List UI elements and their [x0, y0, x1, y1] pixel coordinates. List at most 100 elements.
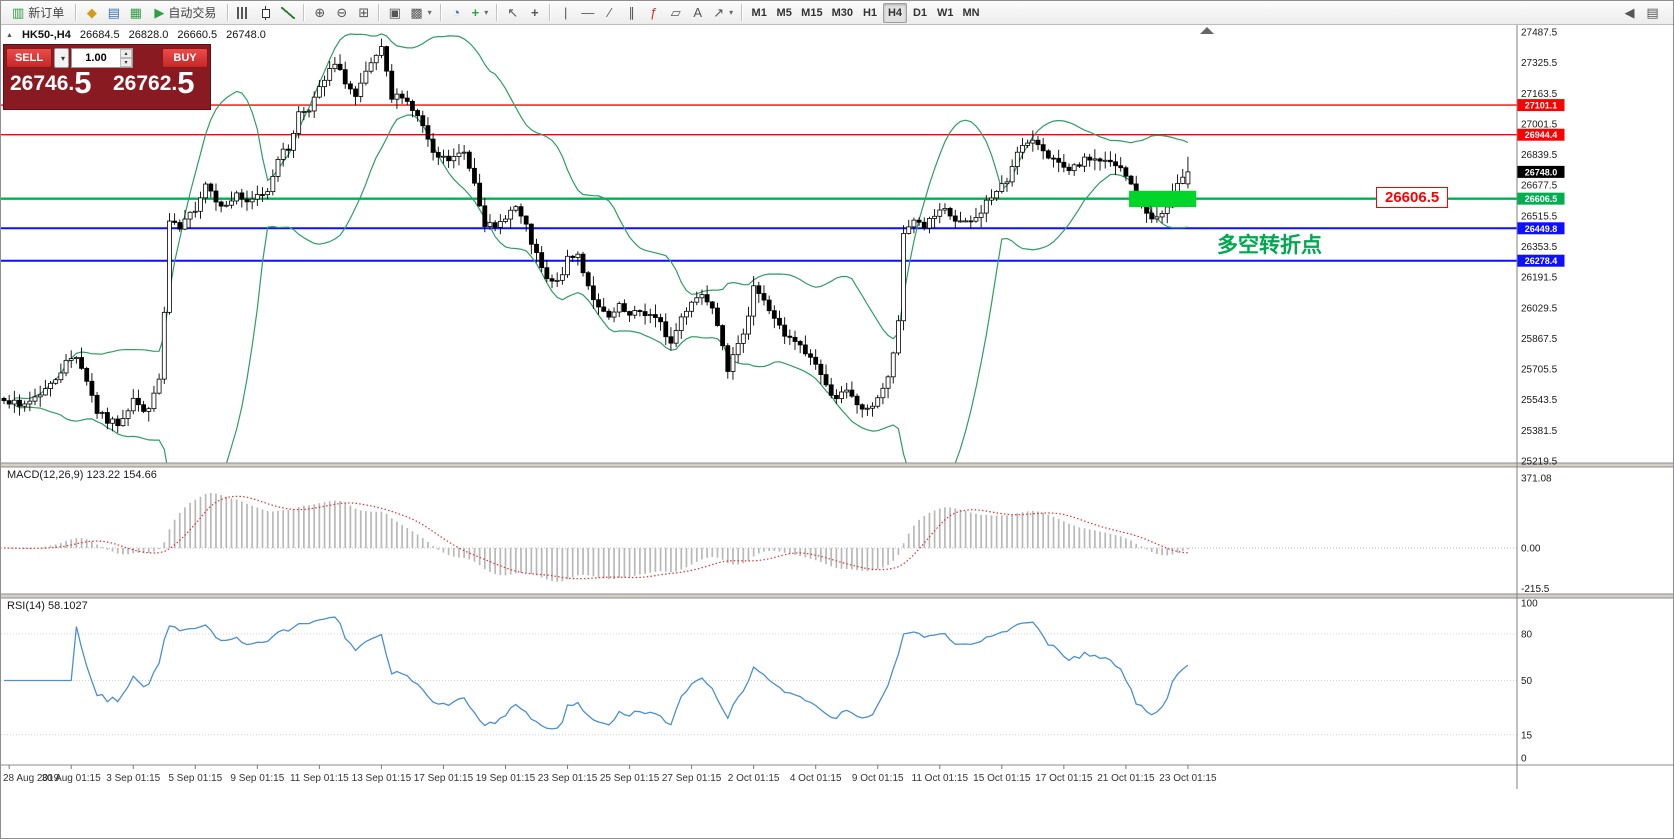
fibonacci-tool-button[interactable]: ƒ	[643, 3, 664, 23]
cascade-windows-icon: ▩	[410, 5, 423, 20]
high-value: 26828.0	[128, 29, 169, 41]
chart-shift-marker-icon[interactable]	[1200, 27, 1214, 34]
tab-timeframe-h4[interactable]: H4	[882, 2, 907, 23]
sell-price-main: 26746.	[10, 72, 75, 95]
svg-text:80: 80	[1521, 630, 1533, 641]
svg-text:28 Aug 2019: 28 Aug 2019	[3, 773, 60, 784]
tab-timeframe-w1[interactable]: W1	[933, 3, 958, 23]
separator	[549, 4, 552, 21]
separator	[75, 4, 78, 21]
svg-text:27325.5: 27325.5	[1521, 58, 1558, 69]
svg-text:9 Oct 01:15: 9 Oct 01:15	[852, 773, 904, 784]
indicators-icon: +	[471, 5, 480, 20]
tab-timeframe-m15[interactable]: M15	[797, 3, 826, 23]
turning-point-note[interactable]: 多空转折点	[1217, 234, 1322, 257]
tab-timeframe-h1[interactable]: H1	[858, 3, 882, 23]
svg-text:25381.5: 25381.5	[1521, 426, 1558, 437]
shapes-tool-button[interactable]: ▱	[665, 3, 686, 23]
macd-panel	[1, 492, 1517, 582]
rsi-line	[4, 616, 1189, 730]
svg-text:25705.5: 25705.5	[1521, 365, 1558, 376]
horizontal-line-tool-button[interactable]: —	[577, 3, 598, 23]
cascade-windows-button[interactable]: ▩ ▾	[406, 3, 435, 23]
cursor-tool-button[interactable]: ↖	[502, 3, 523, 23]
line-chart-icon	[281, 6, 296, 19]
arrow-marker-icon[interactable]: ↓	[1147, 201, 1154, 216]
trendline-tool-button[interactable]: ∕	[599, 3, 620, 23]
arrows-tool-button[interactable]: ↗ ▾	[709, 3, 737, 23]
line-chart-button[interactable]	[277, 3, 299, 23]
tab-timeframe-m1[interactable]: M1	[747, 3, 771, 23]
volume-decrease-button[interactable]: ▾	[120, 58, 132, 67]
tile-windows-button[interactable]: ▣	[384, 3, 405, 23]
low-value: 26660.5	[177, 29, 218, 41]
price-callout-label[interactable]: 26606.5	[1376, 187, 1449, 208]
tab-timeframe-m30[interactable]: M30	[828, 3, 857, 23]
main-chart-layer[interactable]	[1, 33, 1517, 522]
price-axis[interactable]: 27487.5 27325.5 27163.5 27001.5 26839.5 26677…	[1517, 28, 1565, 765]
svg-text:26839.5: 26839.5	[1521, 150, 1558, 161]
svg-text:19 Sep 01:15: 19 Sep 01:15	[476, 773, 536, 784]
rsi-panel	[1, 616, 1517, 736]
zoom-out-button[interactable]: ⊖	[331, 3, 352, 23]
tab-timeframe-mn[interactable]: MN	[958, 3, 983, 23]
auto-trading-button[interactable]: ▶ 自动交易	[147, 3, 223, 23]
crosshair-icon: +	[530, 5, 539, 20]
fibonacci-icon: ƒ	[650, 5, 658, 20]
terminal-icon: ▦	[129, 5, 142, 20]
svg-text:-215.5: -215.5	[1521, 584, 1550, 595]
svg-text:25867.5: 25867.5	[1521, 334, 1558, 345]
arrow-tool-icon: ↗	[713, 5, 725, 20]
candlestick-chart-button[interactable]	[255, 3, 276, 23]
channel-tool-button[interactable]: ∥	[621, 3, 642, 23]
horizontal-line-icon: —	[581, 5, 595, 20]
bar-chart-button[interactable]	[233, 3, 254, 23]
vertical-line-tool-button[interactable]: |	[555, 3, 576, 23]
symbol-label: HK50-,H4	[21, 29, 71, 41]
bollinger-lower-band[interactable]	[14, 114, 1188, 521]
sell-price[interactable]: 26746. 5	[4, 67, 107, 98]
text-tool-button[interactable]: A	[687, 3, 708, 23]
period-button[interactable]: ◔	[446, 3, 467, 23]
vertical-line-icon: |	[564, 5, 568, 20]
tab-timeframe-m5[interactable]: M5	[772, 3, 796, 23]
highlight-rectangle[interactable]	[1129, 190, 1197, 208]
svg-text:27 Sep 01:15: 27 Sep 01:15	[662, 773, 722, 784]
svg-text:26278.4: 26278.4	[1525, 256, 1558, 266]
svg-text:17 Sep 01:15: 17 Sep 01:15	[414, 773, 474, 784]
close-value: 26748.0	[226, 29, 266, 41]
svg-text:27001.5: 27001.5	[1521, 119, 1558, 130]
auto-trading-icon: ▶	[154, 5, 165, 20]
indicators-button[interactable]: + ▾	[468, 3, 493, 23]
one-click-trading-panel: SELL ▾ ▴ ▾ BUY 26746.5 26762.5	[3, 44, 211, 110]
new-order-label: 新订单	[28, 6, 65, 20]
new-order-button[interactable]: ▥ 新订单	[5, 3, 71, 23]
trade-options-dropdown[interactable]: ▾	[54, 48, 69, 68]
volume-increase-button[interactable]: ▴	[120, 49, 132, 58]
open-value: 26684.5	[79, 29, 120, 41]
svg-text:3 Sep 01:15: 3 Sep 01:15	[106, 773, 160, 784]
channel-icon: ∥	[628, 5, 636, 20]
navigator-button[interactable]: ▤	[103, 3, 124, 23]
journal-button[interactable]: ▤	[1642, 3, 1663, 23]
symbol-info-bar: ▲ HK50-,H4 26684.5 26828.0 26660.5 26748…	[6, 29, 266, 41]
zoom-in-button[interactable]: ⊕	[309, 3, 330, 23]
grid-button[interactable]: ⊞	[353, 3, 374, 23]
buy-price[interactable]: 26762. 5	[107, 67, 210, 98]
market-watch-icon: ◆	[86, 5, 97, 20]
market-watch-button[interactable]: ◆	[81, 3, 102, 23]
svg-text:13 Sep 01:15: 13 Sep 01:15	[352, 773, 412, 784]
sell-button[interactable]: SELL	[6, 48, 52, 68]
expand-trade-panel-icon[interactable]: ▲	[6, 31, 13, 39]
tab-timeframe-d1[interactable]: D1	[908, 3, 932, 23]
collapse-toolbar-button[interactable]: ◀	[1619, 3, 1640, 23]
text-tool-icon: A	[693, 5, 703, 20]
svg-text:15 Oct 01:15: 15 Oct 01:15	[973, 773, 1031, 784]
crosshair-tool-button[interactable]: +	[524, 3, 545, 23]
svg-text:26191.5: 26191.5	[1521, 273, 1558, 284]
separator	[378, 4, 381, 21]
terminal-button[interactable]: ▦	[125, 3, 146, 23]
svg-text:26944.4: 26944.4	[1525, 130, 1558, 140]
